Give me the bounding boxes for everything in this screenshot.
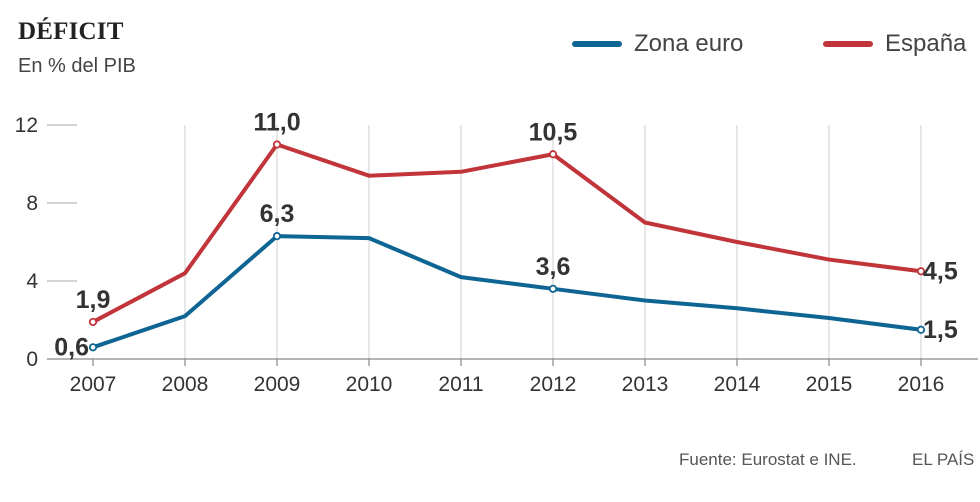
data-point-1-2	[272, 140, 282, 149]
data-label-1-0: 1,9	[76, 286, 111, 314]
data-point-1-0	[88, 317, 98, 327]
x-tick-label-2009: 2009	[254, 373, 301, 396]
source-note: Fuente: Eurostat e INE.	[679, 450, 857, 469]
data-label-1-9: 4,5	[923, 257, 958, 285]
series-line-0	[91, 234, 923, 350]
x-tick-label-2013: 2013	[622, 373, 669, 396]
data-point-0-9	[916, 325, 926, 334]
data-point-0-2	[272, 232, 282, 241]
x-tick-label-2008: 2008	[162, 373, 209, 396]
data-point-1-9	[916, 267, 926, 276]
x-tick-label-2010: 2010	[346, 373, 393, 396]
brand-name: EL PAÍS	[912, 450, 975, 469]
legend-swatch-espana	[823, 41, 873, 47]
x-tick-label-2011: 2011	[438, 373, 483, 396]
legend-item-zona-euro: Zona euro	[572, 30, 743, 58]
data-label-1-2: 11,0	[253, 109, 300, 137]
x-tick-label-2015: 2015	[806, 373, 853, 396]
data-point-0-0	[88, 343, 98, 352]
legend-swatch-zona-euro	[572, 41, 622, 47]
legend-label-zona-euro: Zona euro	[634, 30, 744, 57]
data-label-1-5: 10,5	[529, 118, 578, 146]
data-point-0-5	[548, 284, 558, 293]
x-tick-label-2016: 2016	[898, 373, 945, 396]
data-label-0-9: 1,5	[923, 316, 958, 344]
x-tick-label-2014: 2014	[714, 373, 761, 396]
legend-label-espana: España	[885, 30, 967, 57]
chart-title: DÉFICIT	[18, 18, 124, 45]
y-tick-label-8: 8	[26, 192, 38, 215]
data-point-1-5	[548, 150, 558, 159]
x-tick-label-2007: 2007	[70, 373, 117, 396]
data-label-0-0: 0,6	[54, 333, 89, 361]
y-tick-label-0: 0	[26, 348, 38, 371]
data-label-0-2: 6,3	[260, 200, 295, 228]
chart-subtitle: En % del PIB	[18, 55, 136, 77]
x-tick-label-2012: 2012	[530, 373, 577, 396]
series-line-1	[91, 142, 923, 324]
y-tick-label-4: 4	[26, 270, 38, 293]
data-label-0-5: 3,6	[536, 253, 571, 281]
legend-item-espana: España	[823, 30, 966, 58]
y-tick-label-12: 12	[15, 114, 38, 137]
